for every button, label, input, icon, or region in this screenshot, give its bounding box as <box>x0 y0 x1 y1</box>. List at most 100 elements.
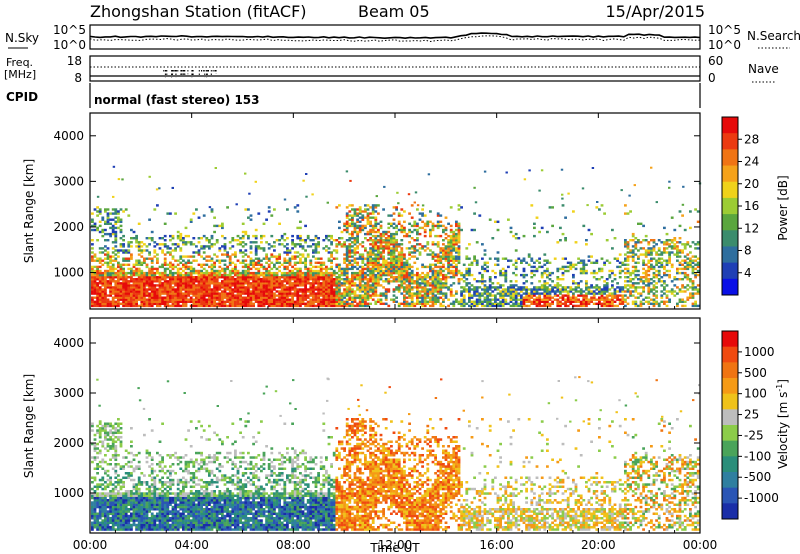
data-cell <box>283 296 287 299</box>
data-cell <box>93 276 97 279</box>
data-cell <box>213 298 216 301</box>
data-cell <box>403 271 406 275</box>
data-cell <box>455 290 458 293</box>
data-cell <box>150 257 154 260</box>
data-cell <box>392 271 396 275</box>
data-cell <box>647 265 651 269</box>
data-cell <box>418 232 422 236</box>
data-cell <box>249 296 253 299</box>
data-cell <box>387 226 391 230</box>
data-cell <box>267 296 271 299</box>
data-cell <box>137 245 141 248</box>
data-cell <box>130 288 133 291</box>
data-cell <box>202 267 206 271</box>
data-cell <box>306 273 310 277</box>
data-cell <box>470 300 474 303</box>
data-cell <box>397 302 401 305</box>
data-cell <box>327 267 331 271</box>
data-cell <box>689 278 692 281</box>
data-cell <box>91 296 94 299</box>
data-cell <box>650 259 653 262</box>
data-cell <box>270 294 274 297</box>
data-cell <box>179 294 183 297</box>
data-cell <box>127 284 131 287</box>
data-cell <box>392 257 396 260</box>
data-cell <box>122 292 125 295</box>
data-cell <box>106 218 110 221</box>
data-cell <box>166 247 170 250</box>
noise-sky-trace <box>89 32 701 40</box>
data-cell <box>434 271 437 275</box>
data-cell <box>101 234 105 238</box>
data-cell <box>335 271 339 275</box>
data-cell <box>689 280 692 283</box>
data-cell <box>234 284 237 287</box>
data-cell <box>395 230 398 234</box>
data-cell <box>221 273 224 277</box>
data-cell <box>254 292 258 295</box>
data-cell <box>239 251 242 254</box>
data-cell <box>548 296 552 299</box>
data-cell <box>293 245 297 248</box>
data-cell <box>91 273 94 277</box>
data-cell <box>470 228 474 232</box>
data-cell <box>117 265 120 269</box>
data-cell <box>117 296 120 299</box>
data-cell <box>377 249 380 252</box>
data-cell <box>691 296 695 299</box>
data-cell <box>262 267 266 271</box>
data-cell <box>322 304 326 308</box>
data-cell <box>260 288 263 291</box>
data-cell <box>314 265 318 269</box>
data-cell <box>296 269 300 273</box>
data-cell <box>283 284 287 287</box>
data-cell <box>132 263 136 266</box>
data-cell <box>169 296 172 299</box>
data-cell <box>210 259 214 262</box>
data-cell <box>494 276 497 279</box>
data-cell <box>603 284 606 287</box>
data-cell <box>319 290 323 293</box>
data-cell <box>494 220 497 223</box>
data-cell <box>657 278 661 281</box>
data-cell <box>296 261 300 264</box>
data-cell <box>356 218 359 221</box>
data-cell <box>624 241 627 244</box>
data-cell <box>442 224 445 228</box>
data-cell <box>223 269 227 273</box>
data-cell <box>132 298 136 301</box>
data-cell <box>189 286 193 289</box>
data-cell <box>101 288 105 291</box>
data-cell <box>431 228 435 232</box>
data-cell <box>119 265 123 269</box>
data-cell <box>208 259 211 262</box>
data-cell <box>348 296 352 299</box>
data-cell <box>413 224 417 228</box>
data-cell <box>122 280 125 283</box>
data-cell <box>423 298 427 301</box>
data-cell <box>306 255 310 258</box>
data-cell <box>507 259 510 262</box>
data-cell <box>96 292 99 295</box>
data-cell <box>317 243 320 246</box>
data-cell <box>234 286 237 289</box>
data-cell <box>657 273 661 277</box>
data-cell <box>395 296 398 299</box>
data-cell <box>460 300 463 303</box>
data-cell <box>434 302 437 305</box>
data-cell <box>93 284 97 287</box>
data-cell <box>465 269 469 273</box>
data-cell <box>148 296 151 299</box>
data-cell <box>189 271 193 275</box>
data-cell <box>200 280 203 283</box>
data-cell <box>153 278 157 281</box>
data-cell <box>426 288 430 291</box>
data-cell <box>309 282 313 285</box>
data-cell <box>218 294 222 297</box>
data-cell <box>338 294 341 297</box>
data-cell <box>312 288 315 291</box>
data-cell <box>392 247 396 250</box>
data-cell <box>473 304 476 308</box>
data-cell <box>244 249 248 252</box>
data-cell <box>392 265 396 269</box>
